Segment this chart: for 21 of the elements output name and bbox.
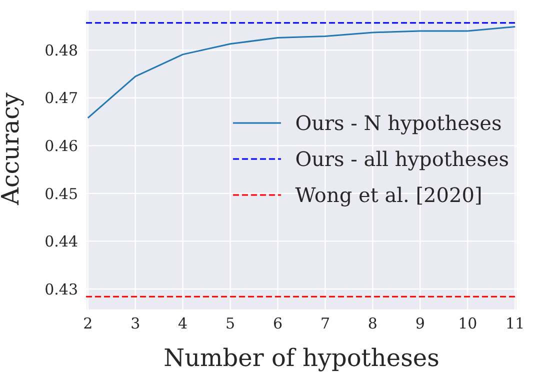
x-tick-label: 5 bbox=[226, 314, 236, 333]
y-tick-label: 0.43 bbox=[44, 280, 78, 298]
x-tick-label: 10 bbox=[458, 314, 478, 333]
x-tick-label: 4 bbox=[178, 314, 188, 333]
x-tick-label: 11 bbox=[506, 314, 525, 333]
x-tick-label: 2 bbox=[83, 314, 93, 333]
y-tick-label: 0.44 bbox=[44, 232, 78, 251]
x-axis-title: Number of hypotheses bbox=[164, 344, 440, 372]
x-tick-label: 6 bbox=[272, 314, 283, 333]
y-tick-label: 0.46 bbox=[44, 136, 78, 155]
legend-label: Ours - N hypotheses bbox=[295, 111, 502, 135]
x-tick-label: 8 bbox=[368, 314, 378, 333]
x-tick-label: 9 bbox=[415, 314, 425, 333]
x-tick-label: 3 bbox=[130, 314, 140, 333]
legend-label: Ours - all hypotheses bbox=[295, 147, 509, 171]
y-tick-label: 0.47 bbox=[44, 89, 78, 108]
y-tick-label: 0.48 bbox=[44, 41, 78, 60]
x-tick-label: 7 bbox=[320, 314, 330, 333]
legend-label: Wong et al. [2020] bbox=[295, 183, 482, 207]
y-axis-title: Accuracy bbox=[0, 92, 25, 206]
y-tick-label: 0.45 bbox=[44, 184, 78, 203]
